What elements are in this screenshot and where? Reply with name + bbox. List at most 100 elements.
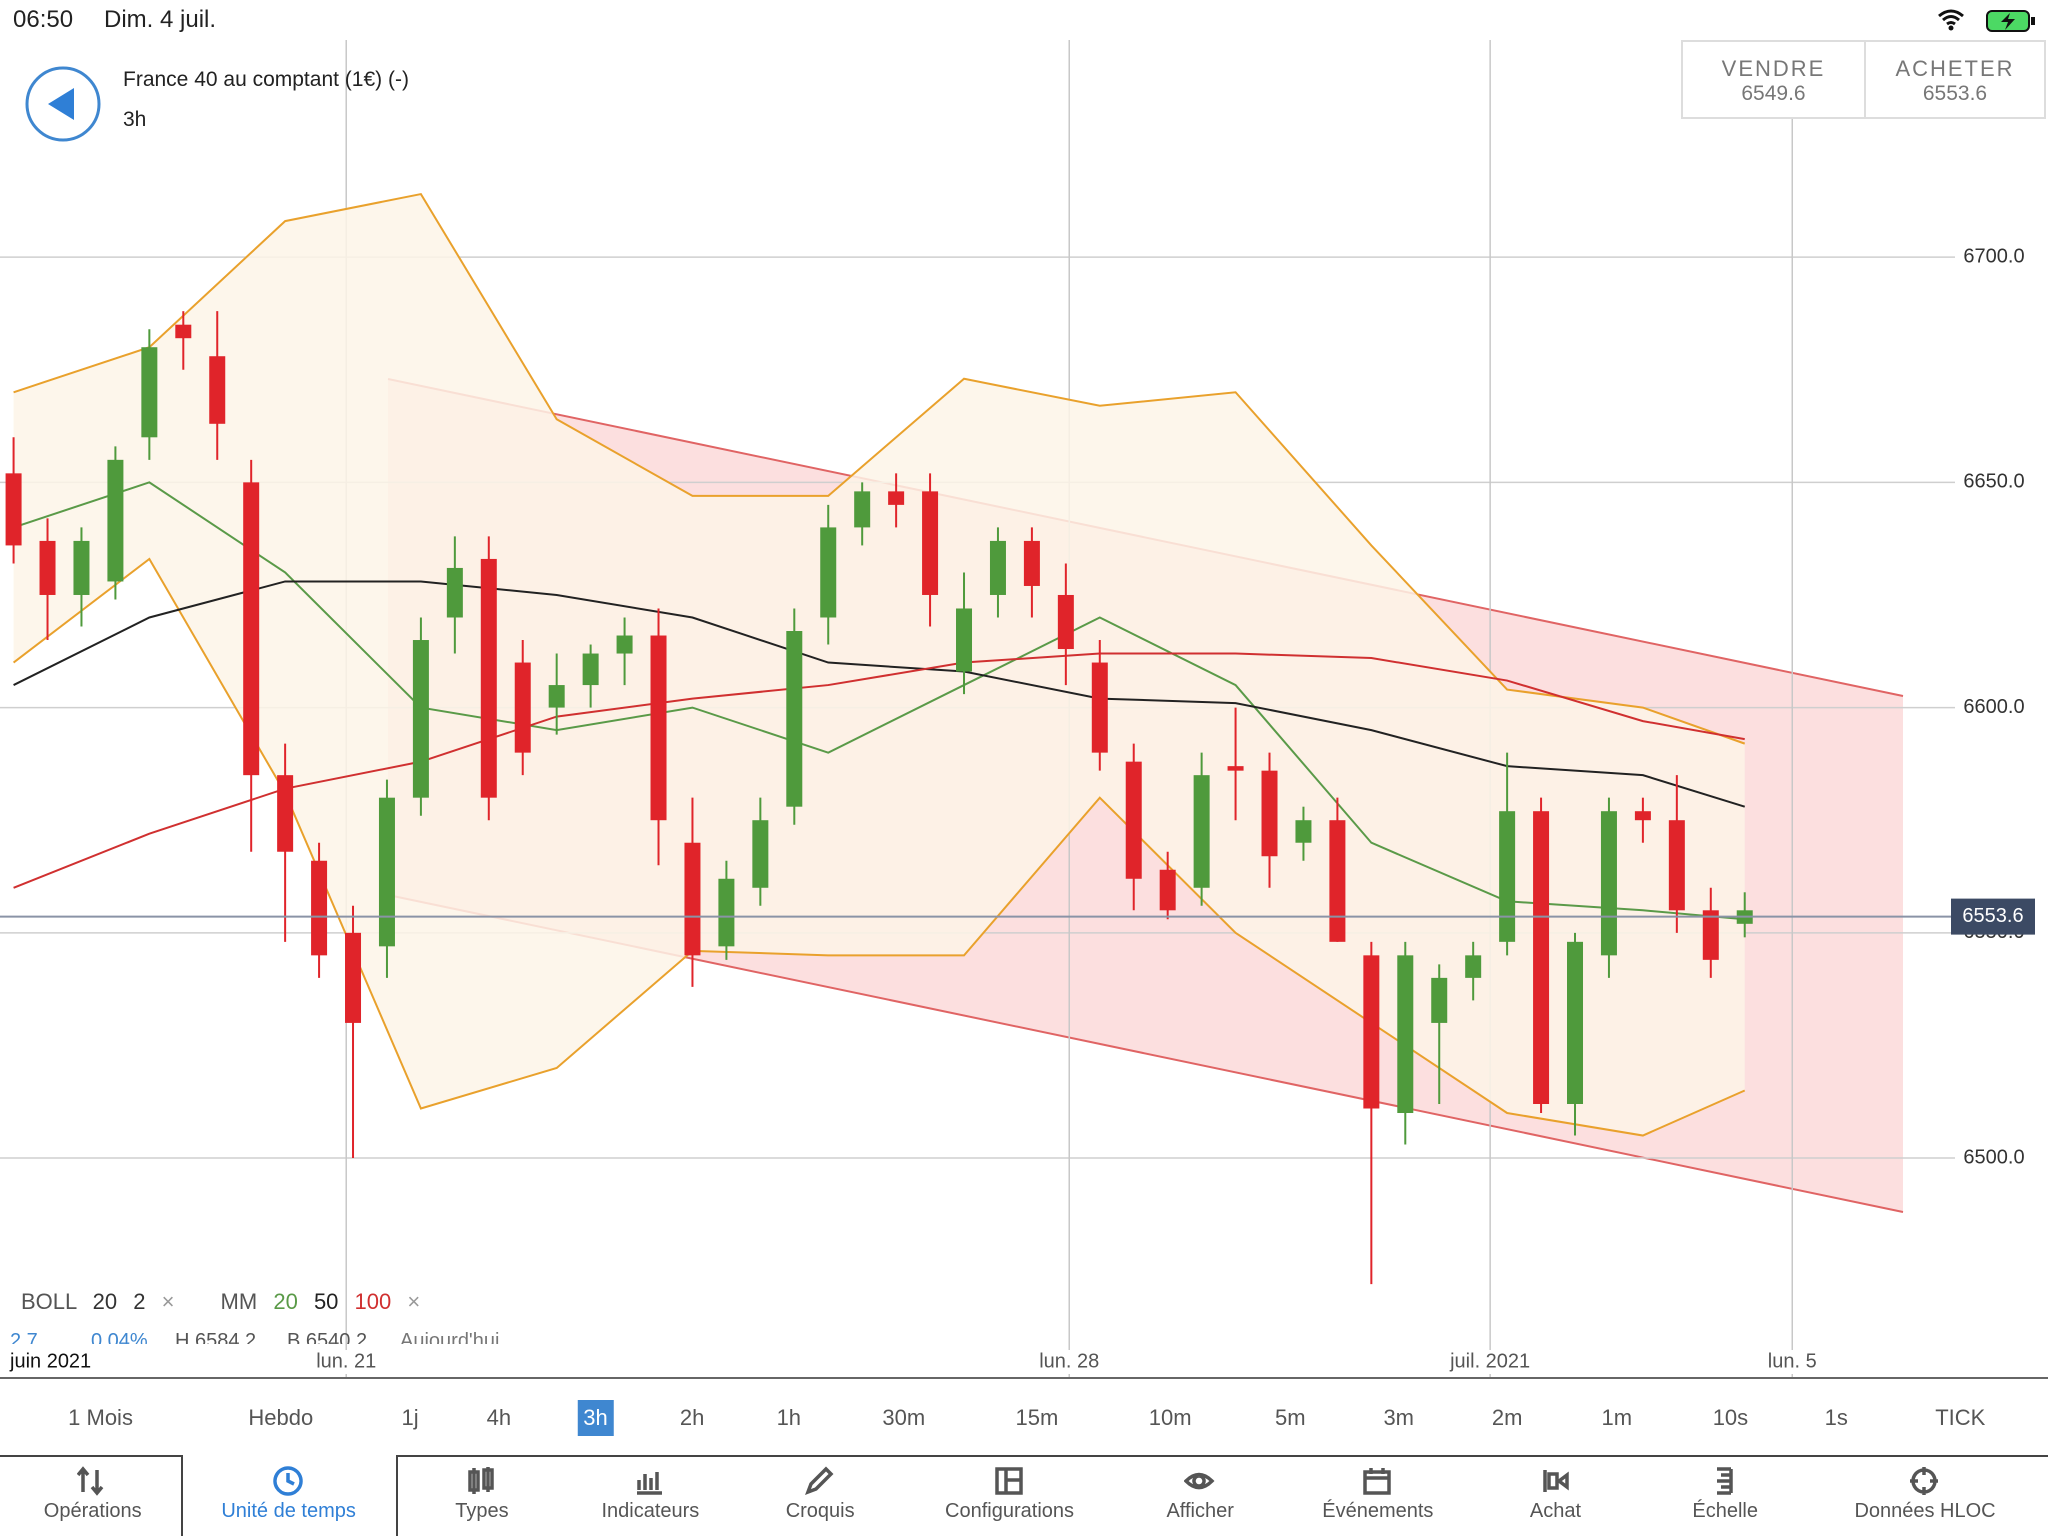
candle-body [1227,766,1244,771]
candle-body [1125,761,1142,879]
status-icons [1938,9,2035,32]
candle-body [582,653,599,686]
toolbar-item[interactable]: Événements [1288,1462,1468,1536]
candle-body [1057,594,1074,650]
candle-body [345,932,362,1023]
candle-body [1023,540,1040,586]
stats-row: 2.7 0.04% H 6584.2 B 6540.2 Aujourd'hui [0,1330,600,1344]
toolbar-icon [1910,1467,1939,1495]
candle-body [1295,820,1312,843]
toolbar-item[interactable]: Croquis [730,1462,910,1536]
candle-body [820,527,837,618]
toolbar-item[interactable]: Configurations [920,1462,1100,1536]
bollinger-fill [13,194,1745,1136]
candle-body [684,842,701,956]
sell-button[interactable]: VENDRE 6549.6 [1683,42,1866,117]
candle-body [107,459,124,582]
remove-boll[interactable]: × [161,1289,175,1314]
timeframe-option[interactable]: 5m [1275,1405,1306,1430]
icon-shape [805,1466,834,1495]
timeframe-option[interactable]: 1m [1601,1405,1633,1430]
toolbar-item[interactable]: Afficher [1110,1462,1290,1536]
y-tick-label: 6600.0 [1963,696,2024,718]
timeframe-option[interactable]: 2m [1491,1405,1523,1430]
candle-body [1261,770,1278,857]
timeframe-option[interactable]: 2h [679,1405,705,1430]
x-label-bg [1744,1350,1841,1374]
candle-body [989,540,1006,595]
candle-body [888,491,905,505]
buy-button[interactable]: ACHETER 6553.6 [1866,42,2044,117]
timeframe-option[interactable]: 10m [1148,1405,1192,1430]
current-price-label: 6553.6 [1962,905,2023,927]
timeframe-option[interactable]: 15m [1015,1405,1059,1430]
toolbar-item[interactable]: Opérations [3,1462,183,1536]
back-button[interactable] [24,65,104,145]
toolbar-icon [272,1466,303,1496]
candle-body [1668,820,1685,911]
icon-shape [1363,1468,1391,1495]
toolbar-item[interactable]: Indicateurs [560,1462,740,1536]
candle-body [378,797,395,947]
candle-body [1499,811,1516,942]
candle-body [277,775,294,852]
toolbar-icon [468,1467,494,1494]
candles [5,311,1753,1285]
candle-body [39,540,56,595]
y-tick-label: 6700.0 [1963,245,2024,267]
candle-body [141,347,158,438]
timeframe-option[interactable]: TICK [1935,1405,1986,1430]
candle-body [854,491,871,528]
candle-body [446,567,463,618]
toolbar-icon [1717,1467,1733,1495]
timeframe-option[interactable]: 4h [486,1405,512,1430]
toolbar-item[interactable]: Achat [1465,1462,1645,1536]
candle-body [956,608,973,672]
toolbar-item[interactable]: Types [392,1462,572,1536]
toolbar-icon [1184,1472,1215,1490]
candle-body [1465,955,1482,978]
boll-deviation: 2 [133,1289,146,1314]
stat: Aujourd'hui [400,1330,500,1344]
timeframe-option[interactable]: 3m [1383,1405,1414,1430]
toolbar-label: Données HLOC [1854,1500,1996,1522]
toolbar-icon [637,1472,663,1495]
remove-ma[interactable]: × [407,1289,421,1314]
ma-period: 100 [354,1289,392,1314]
toolbar-label: Unité de temps [221,1500,356,1522]
candle-body [514,662,531,753]
timeframe-option[interactable]: Hebdo [248,1405,314,1430]
toolbar-label: Afficher [1166,1500,1234,1522]
icon-shape [468,1467,494,1494]
timeframe-option[interactable]: 1s [1824,1405,1848,1430]
candle-body [616,635,633,654]
toolbar-item[interactable]: Données HLOC [1835,1462,2015,1536]
timeframe-option[interactable]: 10s [1712,1405,1749,1430]
tab-border [396,1455,398,1536]
toolbar-icon [76,1466,104,1496]
ma-period: 20 [273,1289,298,1314]
toolbar-icon [1363,1468,1391,1495]
x-label-bg [298,1350,395,1374]
candle-body [175,324,192,339]
instrument-name: France 40 au comptant (1€) (-) [123,68,409,91]
tab-border [0,1455,182,1457]
timeframe-option[interactable]: 1j [401,1405,419,1430]
current-price-tag [1951,898,2035,935]
timeframe-option[interactable]: 30m [882,1405,926,1430]
toolbar-item[interactable]: Échelle [1635,1462,1815,1536]
candle-body [5,473,22,546]
timeframe-option[interactable]: 3h [577,1400,614,1436]
timeframe-option[interactable]: 1h [776,1405,802,1430]
toolbar-item[interactable]: Unité de temps [199,1462,379,1536]
icon-shape [1910,1467,1939,1495]
toolbar-icon [805,1466,834,1495]
icon-shape [637,1472,663,1495]
status-time: 06:50 [13,6,74,33]
timeframe-option[interactable]: 1 Mois [68,1405,133,1430]
icon-shape [1543,1470,1570,1492]
toolbar-label: Types [455,1500,509,1522]
